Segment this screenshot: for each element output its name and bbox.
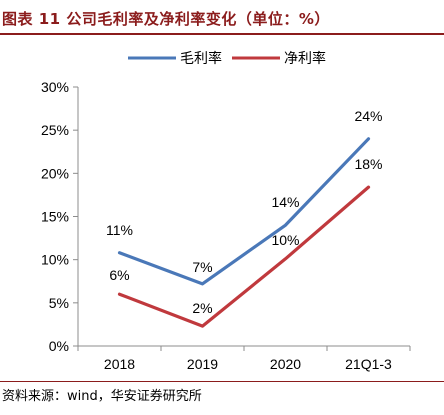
data-label: 10% [271, 232, 299, 248]
legend-label: 净利率 [284, 50, 326, 66]
y-tick-label: 10% [41, 252, 69, 268]
data-label: 11% [106, 222, 133, 238]
series-line [117, 137, 371, 286]
y-tick-label: 25% [41, 122, 69, 138]
data-label: 24% [354, 108, 382, 124]
footer-divider [0, 381, 444, 382]
title-divider [0, 33, 444, 35]
data-label: 6% [109, 267, 129, 283]
chart-series [117, 137, 371, 328]
x-tick-label: 2020 [270, 356, 301, 372]
data-label: 18% [354, 156, 382, 172]
legend-label: 毛利率 [180, 50, 222, 66]
data-labels: 11% 7% 14% 24% 6% 2% 10% 18% [106, 108, 383, 316]
y-tick-label: 30% [41, 79, 69, 95]
chart-title: 图表 11 公司毛利率及净利率变化（单位：%） [2, 10, 330, 28]
data-label: 2% [192, 300, 212, 316]
x-tick-label: 21Q1-3 [345, 356, 392, 372]
y-tick-label: 20% [41, 165, 69, 181]
x-tick-label: 2019 [187, 356, 218, 372]
data-label: 7% [192, 259, 212, 275]
y-tick-label: 5% [49, 295, 69, 311]
line-chart: 0% 5% 10% 15% 20% 25% 30% 2018 2019 2020 21Q1-3 毛利… [41, 50, 411, 372]
y-tick-label: 0% [49, 338, 69, 354]
x-tick-label: 2018 [104, 356, 135, 372]
chart-legend: 毛利率 净利率 [128, 50, 326, 66]
series-line [117, 185, 371, 328]
y-tick-label: 15% [41, 209, 69, 225]
source-note: 资料来源：wind，华安证券研究所 [2, 389, 202, 404]
chart-axes: 0% 5% 10% 15% 20% 25% 30% 2018 2019 2020 21Q1-3 [41, 79, 411, 372]
data-label: 14% [271, 194, 299, 210]
